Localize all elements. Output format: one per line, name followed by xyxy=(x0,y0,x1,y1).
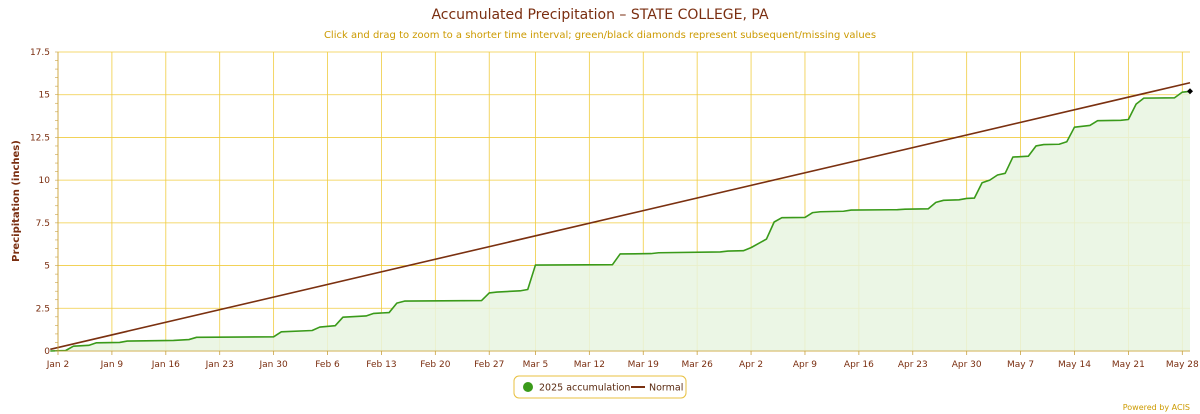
x-tick-label: May 7 xyxy=(1007,360,1034,370)
accumulation-line xyxy=(50,90,1191,352)
y-tick-label: 0 xyxy=(44,347,50,357)
x-tick-label: Apr 30 xyxy=(952,360,982,370)
legend-accumulation-symbol xyxy=(523,382,533,392)
y-tick-label: 10 xyxy=(39,176,51,186)
accumulation-fill xyxy=(50,91,1190,352)
axes: 0 2.5 5 7.5 10 12.5 15 17.5 Jan 2 Jan 9 Jan 16 Jan … xyxy=(30,48,1199,370)
legend: 2025 accumulation Normal xyxy=(513,375,687,399)
y-axis-label: Precipitation (inches) xyxy=(11,140,22,262)
x-tick-label: Mar 12 xyxy=(574,360,605,370)
x-tick-label: May 21 xyxy=(1112,360,1145,370)
chart-title: Accumulated Precipitation – STATE COLLEG… xyxy=(431,7,768,23)
legend-accumulation-label: 2025 accumulation xyxy=(539,383,630,394)
x-tick-label: Apr 9 xyxy=(793,360,817,370)
x-tick-label: Apr 16 xyxy=(844,360,874,370)
legend-normal-label: Normal xyxy=(649,383,683,394)
x-tick-label: Feb 6 xyxy=(315,360,340,370)
y-tick-label: 15 xyxy=(39,91,50,101)
legend-item-normal[interactable]: Normal xyxy=(631,383,683,394)
x-tick-label: Feb 13 xyxy=(366,360,396,370)
x-tick-label: Feb 20 xyxy=(420,360,451,370)
y-tick-label: 17.5 xyxy=(30,48,50,58)
series-lines xyxy=(50,81,1193,352)
y-tick-label: 5 xyxy=(44,262,50,272)
y-tick-label: 2.5 xyxy=(36,304,50,314)
x-tick-label: Jan 9 xyxy=(100,360,124,370)
x-tick-label: Jan 16 xyxy=(151,360,180,370)
x-tick-label: Apr 23 xyxy=(898,360,928,370)
x-tick-label: Jan 30 xyxy=(259,360,288,370)
chart-subtitle: Click and drag to zoom to a shorter time… xyxy=(324,30,876,41)
credit-text[interactable]: Powered by ACIS xyxy=(1123,403,1190,412)
diamond-marker xyxy=(1187,88,1193,95)
y-tick-label: 12.5 xyxy=(30,133,50,143)
legend-box xyxy=(513,375,687,399)
legend-item-accumulation[interactable]: 2025 accumulation xyxy=(523,382,630,394)
x-tick-label: Mar 26 xyxy=(682,360,714,370)
normal-line xyxy=(50,81,1191,351)
accumulation-area xyxy=(50,91,1190,352)
x-tick-label: May 14 xyxy=(1058,360,1091,370)
x-tick-label: Mar 5 xyxy=(523,360,549,370)
x-tick-label: Mar 19 xyxy=(628,360,660,370)
y-tick-label: 7.5 xyxy=(36,219,50,229)
x-tick-label: Feb 27 xyxy=(474,360,504,370)
x-tick-label: May 28 xyxy=(1166,360,1199,370)
x-tick-label: Jan 2 xyxy=(46,360,69,370)
x-tick-label: Jan 23 xyxy=(205,360,234,370)
x-tick-label: Apr 2 xyxy=(739,360,763,370)
